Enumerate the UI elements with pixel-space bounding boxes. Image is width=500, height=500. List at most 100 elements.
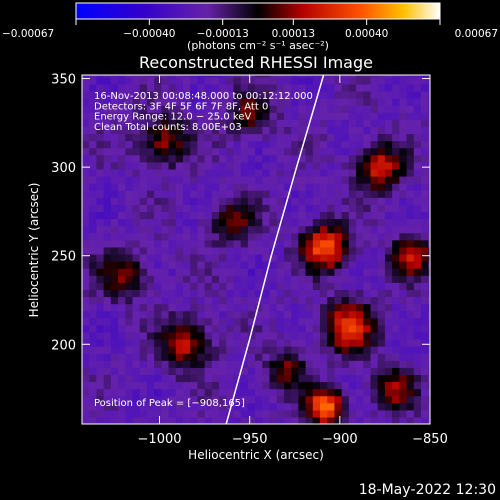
heatmap-cell: [320, 204, 328, 213]
heatmap-cell: [276, 374, 285, 383]
heatmap-cell: [146, 353, 155, 361]
heatmap-cell: [82, 395, 90, 404]
heatmap-cell: [204, 197, 213, 205]
heatmap-cell: [283, 98, 292, 106]
heatmap-cell: [377, 331, 386, 340]
heatmap-cell: [392, 338, 400, 347]
heatmap-cell: [240, 112, 249, 120]
heatmap-cell: [96, 246, 105, 255]
heatmap-cell: [182, 204, 191, 213]
heatmap-cell: [363, 275, 372, 283]
heatmap-cell: [399, 317, 408, 326]
heatmap-cell: [82, 232, 90, 241]
heatmap-cell: [110, 360, 119, 368]
heatmap-cell: [413, 253, 422, 262]
heatmap-cell: [291, 409, 299, 418]
heatmap-cell: [341, 119, 350, 127]
heatmap-cell: [363, 183, 372, 191]
heatmap-cell: [276, 331, 285, 340]
heatmap-cell: [305, 346, 314, 354]
heatmap-cell: [363, 204, 372, 213]
heatmap-cell: [146, 338, 155, 347]
heatmap-cell: [283, 346, 292, 354]
heatmap-cell: [406, 211, 415, 220]
heatmap-cell: [89, 76, 98, 85]
heatmap-cell: [103, 98, 112, 106]
heatmap-cell: [370, 183, 379, 191]
heatmap-cell: [384, 204, 393, 213]
heatmap-cell: [132, 409, 141, 418]
heatmap-cell: [392, 126, 400, 135]
heatmap-cell: [247, 232, 256, 241]
heatmap-cell: [247, 289, 256, 298]
heatmap-cell: [356, 83, 364, 92]
heatmap-cell: [341, 90, 350, 99]
heatmap-cell: [168, 126, 177, 135]
heatmap-cell: [103, 105, 112, 113]
heatmap-cell: [139, 317, 148, 326]
heatmap-cell: [298, 83, 307, 92]
heatmap-cell: [168, 353, 177, 361]
heatmap-cell: [154, 211, 162, 220]
heatmap-cell: [356, 90, 364, 99]
heatmap-cell: [204, 211, 213, 220]
heatmap-cell: [291, 310, 299, 319]
heatmap-cell: [132, 90, 141, 99]
heatmap-cell: [146, 346, 155, 354]
heatmap-cell: [118, 147, 126, 156]
heatmap-cell: [327, 211, 336, 220]
heatmap-cell: [305, 289, 314, 298]
heatmap-cell: [312, 409, 321, 418]
heatmap-cell: [276, 338, 285, 347]
heatmap-cell: [384, 303, 393, 312]
heatmap-cell: [420, 98, 429, 106]
heatmap-cell: [420, 175, 429, 184]
heatmap-cell: [363, 218, 372, 227]
heatmap-cell: [399, 232, 408, 241]
heatmap-cell: [190, 395, 198, 404]
heatmap-cell: [190, 303, 198, 312]
heatmap-cell: [428, 289, 430, 298]
heatmap-cell: [283, 175, 292, 184]
heatmap-cell: [305, 268, 314, 276]
heatmap-cell: [327, 161, 336, 170]
heatmap-cell: [132, 381, 141, 390]
heatmap-cell: [305, 112, 314, 120]
heatmap-cell: [420, 183, 429, 191]
heatmap-cell: [384, 218, 393, 227]
heatmap-cell: [305, 211, 314, 220]
heatmap-cell: [298, 75, 307, 78]
heatmap-cell: [334, 90, 343, 99]
heatmap-cell: [377, 317, 386, 326]
heatmap-cell: [276, 232, 285, 241]
heatmap-cell: [247, 388, 256, 397]
heatmap-cell: [312, 317, 321, 326]
heatmap-cell: [204, 282, 213, 290]
heatmap-cell: [226, 275, 235, 283]
colorbar-tick-label: −0.00013: [197, 28, 249, 40]
heatmap-cell: [298, 374, 307, 383]
heatmap-cell: [96, 388, 105, 397]
heatmap-cell: [384, 261, 393, 269]
heatmap-cell: [125, 395, 134, 404]
heatmap-cell: [226, 338, 235, 347]
heatmap-cell: [327, 75, 336, 78]
heatmap-cell: [175, 197, 184, 205]
heatmap-cell: [384, 346, 393, 354]
heatmap-cell: [255, 76, 263, 85]
heatmap-cell: [82, 112, 90, 120]
heatmap-cell: [204, 90, 213, 99]
heatmap-cell: [312, 232, 321, 241]
heatmap-cell: [103, 289, 112, 298]
heatmap-cell: [118, 353, 126, 361]
heatmap-cell: [312, 83, 321, 92]
heatmap-cell: [96, 168, 105, 177]
heatmap-cell: [175, 416, 184, 424]
heatmap-cell: [226, 147, 235, 156]
heatmap-cell: [327, 303, 336, 312]
heatmap-cell: [161, 360, 170, 368]
heatmap-cell: [428, 268, 430, 276]
heatmap-cell: [175, 98, 184, 106]
heatmap-cell: [233, 175, 242, 184]
heatmap-cell: [262, 154, 271, 163]
